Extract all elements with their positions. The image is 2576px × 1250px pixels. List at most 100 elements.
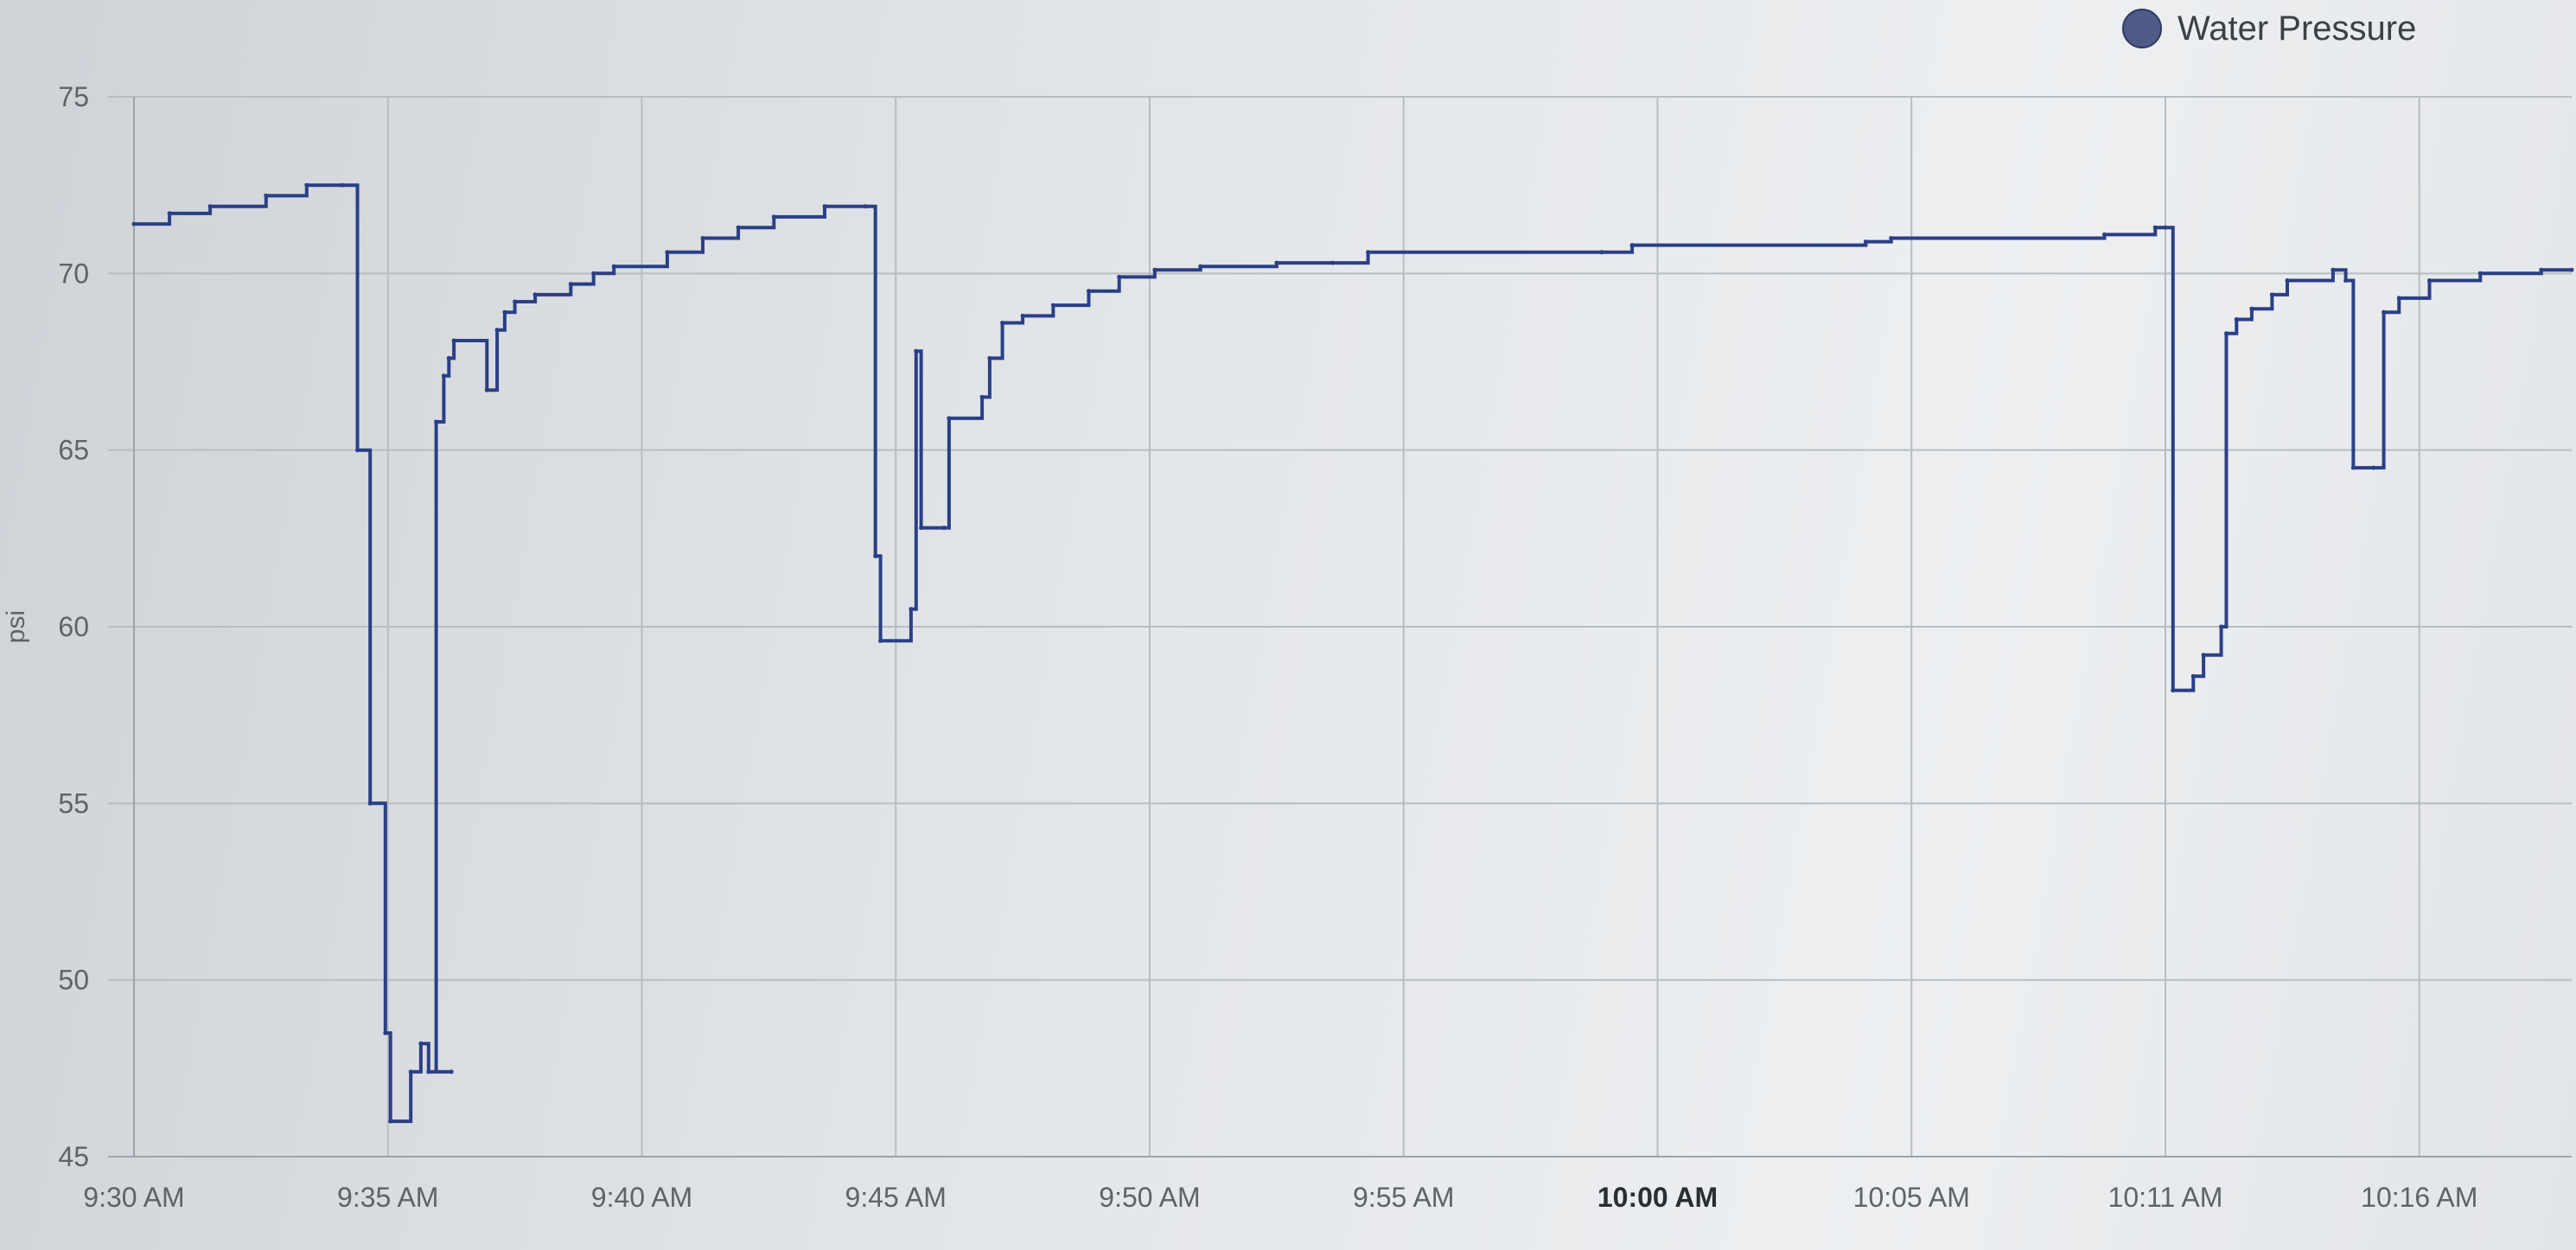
legend-swatch: [2122, 9, 2162, 48]
data-point: [1152, 267, 1157, 272]
data-point: [502, 309, 507, 315]
data-point: [1050, 303, 1055, 308]
data-point: [2152, 225, 2158, 230]
data-point: [909, 607, 914, 612]
data-point: [1330, 260, 1335, 265]
y-tick-label: 70: [58, 258, 89, 289]
x-tick-label: 10:11 AM: [2108, 1182, 2223, 1213]
data-point: [532, 292, 538, 297]
x-axis-ticks: 9:30 AM 9:35 AM 9:40 AM 9:45 AM 9:50 AM 9:55 …: [83, 1182, 2477, 1213]
data-point: [1366, 250, 1371, 255]
data-point: [665, 250, 670, 255]
data-point: [822, 204, 827, 209]
data-point: [167, 211, 172, 216]
x-tick-label: 9:45 AM: [845, 1182, 947, 1213]
y-tick-label: 50: [58, 965, 89, 996]
data-point: [408, 1069, 413, 1075]
data-point: [736, 225, 741, 230]
data-point: [207, 204, 213, 209]
data-point: [1889, 236, 1894, 240]
data-point: [449, 1069, 454, 1075]
data-point: [2269, 292, 2274, 297]
data-point: [1863, 239, 1868, 245]
data-point: [987, 355, 992, 360]
data-point: [304, 182, 309, 188]
data-point: [367, 800, 373, 806]
data-point: [873, 553, 878, 558]
data-point: [2201, 653, 2206, 658]
data-point: [1087, 289, 1091, 294]
data-point: [355, 448, 360, 453]
data-point: [1198, 264, 1203, 269]
series-layer: [131, 182, 2574, 1124]
data-point: [568, 282, 573, 287]
data-point: [2350, 465, 2356, 470]
data-point: [418, 1041, 424, 1046]
legend-label-water-pressure: Water Pressure: [2177, 9, 2417, 48]
data-point: [1274, 260, 1279, 265]
data-point: [2539, 267, 2544, 272]
data-point: [611, 264, 616, 269]
data-point: [700, 236, 705, 240]
y-axis-label: psi: [2, 610, 30, 643]
data-point: [2331, 267, 2336, 272]
data-point: [2477, 271, 2483, 276]
data-point: [2285, 278, 2290, 283]
y-tick-label: 75: [58, 81, 89, 112]
x-tick-label: 9:55 AM: [1353, 1182, 1454, 1213]
x-tick-label: 9:35 AM: [337, 1182, 438, 1213]
x-tick-label: 10:16 AM: [2361, 1182, 2477, 1213]
legend[interactable]: Water Pressure: [2122, 9, 2416, 48]
data-point: [340, 182, 345, 188]
x-tick-label: 9:30 AM: [83, 1182, 184, 1213]
data-point: [2171, 688, 2176, 693]
data-point: [2224, 331, 2228, 336]
data-point: [446, 355, 451, 360]
data-point: [1629, 243, 1635, 248]
data-point: [434, 419, 439, 424]
data-point: [919, 526, 924, 531]
data-point: [494, 328, 500, 333]
data-point: [513, 299, 518, 304]
data-point: [451, 338, 456, 343]
data-point: [131, 221, 137, 226]
x-tick-label: 10:00 AM: [1597, 1182, 1718, 1213]
data-point: [388, 1119, 393, 1124]
data-point: [2371, 465, 2376, 470]
data-point: [426, 1069, 431, 1075]
y-tick-label: 55: [58, 788, 89, 819]
data-point: [1117, 274, 1122, 279]
data-point: [441, 373, 446, 379]
data-point: [771, 214, 776, 220]
data-point: [2427, 278, 2432, 283]
data-point: [2234, 317, 2239, 322]
x-tick-label: 9:40 AM: [591, 1182, 692, 1213]
data-point: [1599, 250, 1604, 255]
data-point: [2569, 267, 2574, 272]
y-tick-label: 45: [58, 1141, 89, 1172]
data-point: [1000, 321, 1005, 325]
x-tick-label: 10:05 AM: [1853, 1182, 1970, 1213]
data-point: [2190, 673, 2196, 679]
data-point: [484, 387, 489, 392]
data-point: [2396, 296, 2401, 301]
data-point: [863, 204, 868, 209]
data-point: [2219, 624, 2224, 629]
series-line-water-pressure: [134, 183, 2572, 1124]
data-point: [2343, 278, 2349, 283]
y-tick-label: 60: [58, 611, 89, 642]
data-point: [941, 526, 947, 531]
data-point: [947, 416, 952, 421]
data-point: [979, 394, 985, 399]
data-point: [2102, 232, 2107, 237]
data-point: [264, 193, 269, 198]
y-tick-label: 65: [58, 435, 89, 466]
data-point: [2163, 225, 2168, 230]
data-point: [2382, 309, 2387, 315]
x-tick-label: 9:50 AM: [1099, 1182, 1200, 1213]
data-point: [914, 348, 919, 354]
data-point: [2249, 306, 2254, 311]
data-point: [878, 638, 883, 643]
